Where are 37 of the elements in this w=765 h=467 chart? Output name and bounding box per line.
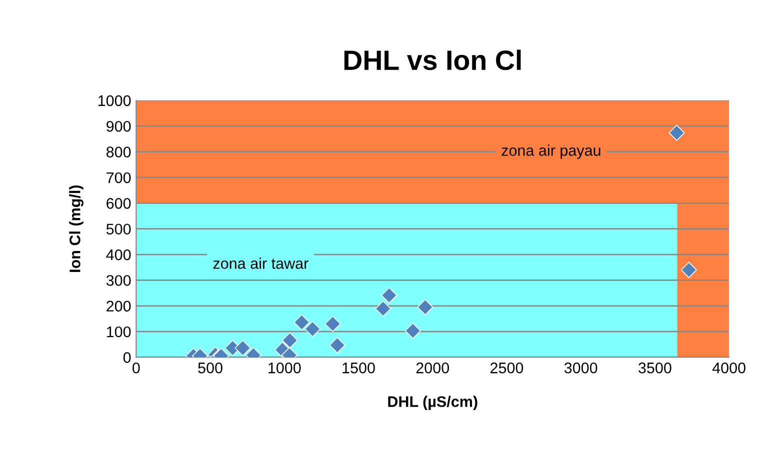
x-axis-title: DHL (µS/cm): [388, 396, 478, 410]
x-tick-label: 2000: [416, 362, 450, 374]
band-label: zona air payau: [502, 144, 600, 159]
y-tick-label: 100: [106, 326, 131, 338]
x-tick-label: 2500: [490, 362, 524, 374]
y-tick-label: 600: [106, 198, 131, 209]
point: [668, 124, 685, 141]
point: [324, 316, 341, 332]
point: [680, 262, 697, 278]
x-tick-label: 3000: [564, 362, 598, 374]
point: [329, 337, 346, 354]
x-tick-label: 500: [198, 362, 222, 374]
point: [404, 322, 421, 339]
point: [304, 320, 321, 338]
y-tick-label: 900: [106, 120, 131, 132]
point: [282, 332, 298, 348]
y-tick-label: 800: [106, 146, 131, 158]
point: [381, 287, 398, 304]
x-tick-label: 3500: [638, 362, 672, 374]
point: [417, 299, 434, 316]
y-tick-label: 500: [106, 224, 131, 235]
x-tick-label: 1000: [268, 362, 301, 374]
y-tick-label: 300: [106, 275, 131, 286]
y-tick-label: 400: [106, 249, 131, 260]
x-tick-label: 1500: [342, 362, 375, 374]
point: [294, 314, 310, 330]
y-tick-label: 200: [106, 300, 131, 312]
band-label: zona air tawar: [213, 258, 308, 269]
y-tick-label: 700: [106, 172, 131, 184]
x-tick-label: 0: [132, 362, 140, 374]
point: [375, 300, 392, 317]
point: [234, 340, 251, 356]
y-tick-label: 0: [123, 352, 131, 363]
y-axis-title: Ion Cl (mg/l): [69, 185, 84, 272]
x-tick-label: 4000: [712, 362, 746, 374]
chart-title: DHL vs Ion Cl: [344, 50, 521, 70]
y-tick-label: 1000: [98, 95, 131, 106]
